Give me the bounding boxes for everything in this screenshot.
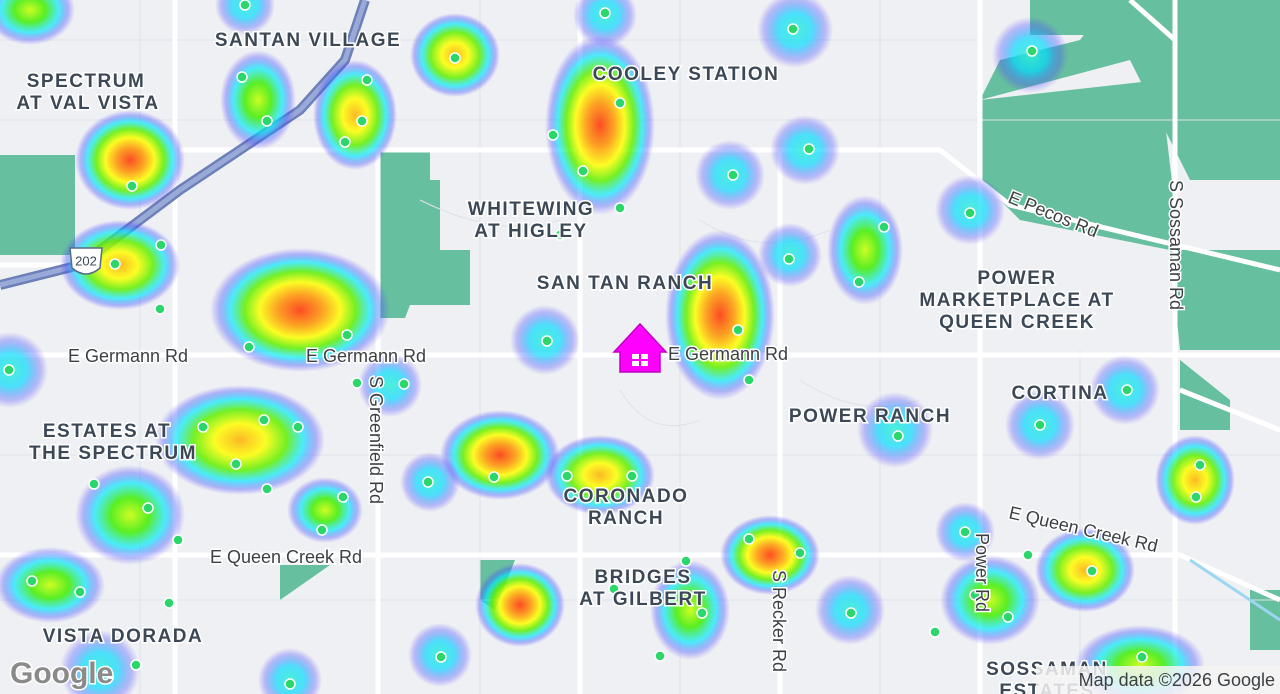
heatmap	[0, 0, 1235, 694]
road-label: Power Rd	[972, 533, 992, 612]
road-label: E Germann Rd	[668, 344, 788, 364]
place-label: VISTA DORADA	[43, 626, 204, 647]
place-label: WHITEWING AT HIGLEY	[468, 199, 594, 242]
google-logo[interactable]: Google	[9, 656, 115, 692]
road-label: S Greenfield Rd	[366, 376, 386, 504]
place-label: SPECTRUM AT VAL VISTA	[16, 71, 159, 114]
road-label: E Germann Rd	[306, 346, 426, 366]
home-icon[interactable]	[612, 322, 668, 373]
place-label: ESTATES AT THE SPECTRUM	[29, 421, 197, 464]
place-label: POWER RANCH	[789, 406, 951, 427]
attribution[interactable]: Map data ©2026 Google	[1079, 670, 1275, 690]
route-shield: 202	[69, 247, 103, 275]
place-label: CORTINA	[1011, 383, 1108, 404]
attribution-bg	[1036, 666, 1280, 694]
road-label: E Queen Creek Rd	[210, 547, 362, 567]
road-label: S Recker Rd	[769, 570, 789, 672]
route-number: 202	[75, 253, 97, 268]
place-label: SANTAN VILLAGE	[215, 30, 401, 51]
place-label: CORONADO RANCH	[564, 486, 689, 529]
place-label: SAN TAN RANCH	[537, 273, 713, 294]
road-label: S Sossaman Rd	[1166, 180, 1186, 310]
place-label: COOLEY STATION	[593, 64, 780, 85]
markers	[3, 0, 1206, 690]
place-label: BRIDGES AT GILBERT	[579, 567, 707, 610]
road-label: E Germann Rd	[68, 346, 188, 366]
place-label: POWER MARKETPLACE AT QUEEN CREEK	[919, 268, 1114, 333]
